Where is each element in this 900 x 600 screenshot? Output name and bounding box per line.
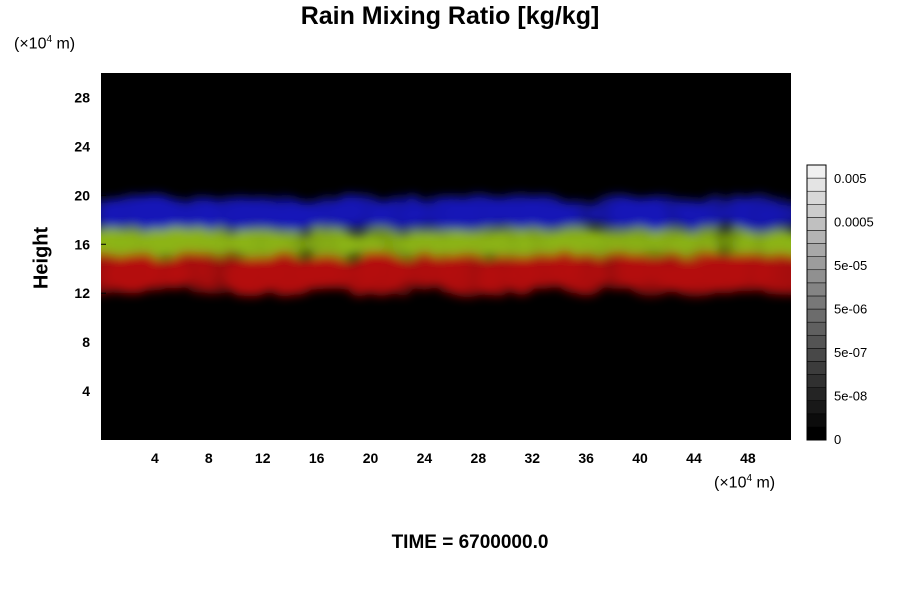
- x-tick-label: 36: [578, 450, 594, 466]
- colorbar-segment: [806, 190, 827, 205]
- layer-2: [101, 250, 791, 298]
- rain-cell: [780, 201, 791, 227]
- colorbar-segment: [806, 400, 827, 415]
- colorbar-segment: [806, 204, 827, 218]
- y-tick-label: 16: [74, 236, 90, 252]
- x-tick-label: 12: [255, 450, 271, 466]
- y-tick-label: 28: [74, 89, 90, 105]
- chart-title: Rain Mixing Ratio [kg/kg]: [300, 2, 600, 30]
- colorbar-frame: [806, 164, 827, 441]
- colorbar-segment: [806, 334, 827, 349]
- colorbar-segment: [806, 387, 827, 401]
- colorbar-label: 5e-05: [834, 258, 867, 273]
- x-tick-label: 40: [632, 450, 648, 466]
- rain-field: [101, 193, 791, 298]
- colorbar-segment: [806, 308, 827, 323]
- x-tick-label: 4: [151, 450, 159, 466]
- rain-cell: [767, 255, 791, 296]
- colorbar-segment: [806, 426, 827, 441]
- colorbar-segment: [806, 217, 827, 231]
- rain-layers: [101, 193, 791, 298]
- x-tick-label: 44: [686, 450, 702, 466]
- x-tick-label: 28: [471, 450, 487, 466]
- layer-0: [101, 193, 791, 234]
- y-tick-label: 4: [82, 383, 90, 399]
- y-tick-label: 8: [82, 334, 90, 350]
- colorbar-label: 0.005: [834, 171, 867, 186]
- y-axis: 4 8 12 16 20 24 28: [74, 89, 106, 399]
- colorbar-segment: [806, 413, 827, 428]
- x-tick-label: 20: [363, 450, 379, 466]
- x-tick-label: 24: [417, 450, 433, 466]
- colorbar: 0.005 0.0005 5e-05 5e-06 5e-07 5e-08 0: [806, 164, 874, 447]
- x-tick-label: 48: [740, 450, 756, 466]
- colorbar-segment: [806, 374, 827, 388]
- colorbar-segment: [806, 295, 827, 310]
- colorbar-segment: [806, 230, 827, 244]
- colorbar-segment: [806, 243, 827, 257]
- colorbar-segment: [806, 177, 827, 192]
- colorbar-label: 5e-08: [834, 389, 867, 404]
- colorbar-segment: [806, 348, 827, 362]
- x-tick-label: 8: [205, 450, 213, 466]
- colorbar-label: 5e-06: [834, 302, 867, 317]
- colorbar-segment: [806, 361, 827, 375]
- colorbar-segment: [806, 282, 827, 297]
- y-tick-label: 12: [74, 285, 90, 301]
- y-tick-label: 20: [74, 187, 90, 203]
- rain-cell: [763, 232, 791, 258]
- rain-cell: [548, 201, 602, 227]
- colorbar-label: 0.0005: [834, 215, 874, 230]
- x-tick-label: 16: [309, 450, 325, 466]
- colorbar-segment: [806, 256, 827, 271]
- rain-cell: [699, 195, 732, 226]
- colorbar-label: 5e-07: [834, 345, 867, 360]
- colorbar-segment: [806, 321, 827, 336]
- colorbar-segment: [806, 269, 827, 284]
- colorbar-segment: [806, 164, 827, 179]
- y-tick-label: 24: [74, 138, 90, 154]
- x-unit-label: (×104 m): [714, 473, 776, 492]
- x-tick-label: 32: [524, 450, 540, 466]
- y-unit-label: (×104 m): [14, 34, 76, 53]
- time-label: TIME = 6700000.0: [391, 532, 549, 553]
- colorbar-label: 0: [834, 432, 841, 447]
- x-axis: 4 8 12 16 20 24 28 32 36 40 44 48: [151, 435, 756, 466]
- rain-cell: [705, 225, 726, 255]
- rain-cell: [281, 230, 309, 259]
